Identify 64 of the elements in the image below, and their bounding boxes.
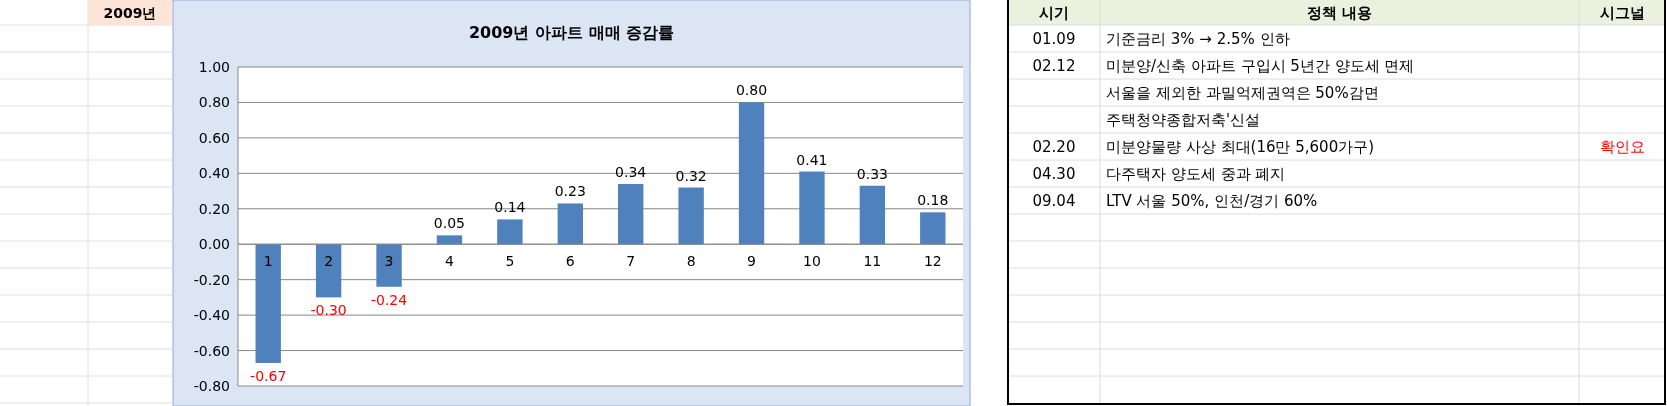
category-label: 시기 [1039, 4, 1069, 22]
y-tick-label: 0.20 [198, 200, 230, 217]
bar [799, 171, 825, 245]
text: LTV 서울 50%, 인천/경기 60% [1106, 192, 1318, 210]
y-tick-label: 0.60 [198, 129, 230, 146]
text: 01.09 [1032, 30, 1076, 48]
data-label: 0.05 [433, 215, 466, 232]
bar [557, 203, 583, 245]
data-label: -0.67 [250, 367, 287, 384]
y-tick-label: -0.20 [193, 271, 230, 288]
data-label: 0.23 [554, 183, 586, 200]
chart-title: 2009년 아파트 매매 증감률 [468, 23, 675, 42]
x-tick-label: 6 [565, 253, 575, 270]
y-tick-label: -0.60 [193, 342, 230, 359]
y-tick-label: 0.00 [198, 236, 230, 253]
bar [255, 244, 281, 363]
data-label: 0.18 [917, 192, 949, 209]
text: 02.12 [1032, 57, 1076, 75]
x-tick-label: 5 [505, 253, 515, 270]
y-tick-label: 0.40 [198, 165, 230, 182]
x-tick-label: 7 [626, 253, 636, 270]
data-label: 0.34 [615, 163, 647, 180]
x-tick-label: 8 [686, 253, 696, 270]
data-label: 0.33 [856, 165, 888, 182]
x-tick-label: 1 [263, 253, 273, 270]
bar [376, 244, 402, 287]
text: 서울을 제외한 과밀억제권역은 50%감면 [1106, 84, 1379, 102]
bar [920, 212, 946, 245]
y-tick-label: 0.80 [198, 94, 230, 111]
data-label: 0.80 [735, 82, 768, 99]
bar [497, 219, 523, 245]
y-tick-label: 1.00 [198, 59, 230, 75]
text: 기준금리 3% → 2.5% 인하 [1106, 30, 1290, 48]
x-tick-label: 11 [863, 253, 882, 270]
text: 미분양물량 사상 최대(16만 5,600가구) [1106, 138, 1375, 156]
bar [315, 244, 342, 298]
x-tick-label: 3 [384, 253, 394, 270]
text: 02.20 [1032, 138, 1076, 156]
x-tick-label: 9 [747, 253, 756, 270]
text: 확인요 [1599, 138, 1645, 156]
data-label: 0.41 [796, 151, 828, 168]
category-label: 정책 내용 [1306, 4, 1373, 22]
bar [859, 185, 886, 245]
x-tick-label: 10 [803, 253, 821, 270]
bar [738, 102, 765, 245]
x-tick-label: 4 [445, 253, 454, 270]
text: 2009년 [103, 5, 157, 21]
data-label: 0.32 [675, 167, 707, 184]
y-tick-label: -0.40 [193, 307, 230, 324]
x-tick-label: 2 [324, 253, 334, 270]
bar [436, 235, 463, 245]
bar [618, 183, 644, 245]
data-label: -0.24 [370, 291, 408, 308]
text: 주택청약종합저축'신설 [1106, 111, 1261, 129]
text: 미분양/신축 아파트 구입시 5년간 양도세 면제 [1106, 57, 1415, 75]
data-label: -0.30 [310, 302, 347, 319]
text: 09.04 [1032, 192, 1076, 210]
text: 04.30 [1032, 165, 1076, 183]
category-label: 시그널 [1599, 4, 1645, 22]
y-tick-label: -0.80 [193, 378, 230, 394]
data-label: 0.14 [494, 199, 526, 216]
x-tick-label: 12 [923, 253, 942, 270]
bar [678, 187, 704, 245]
text: 다주택자 양도세 중과 폐지 [1106, 165, 1286, 183]
